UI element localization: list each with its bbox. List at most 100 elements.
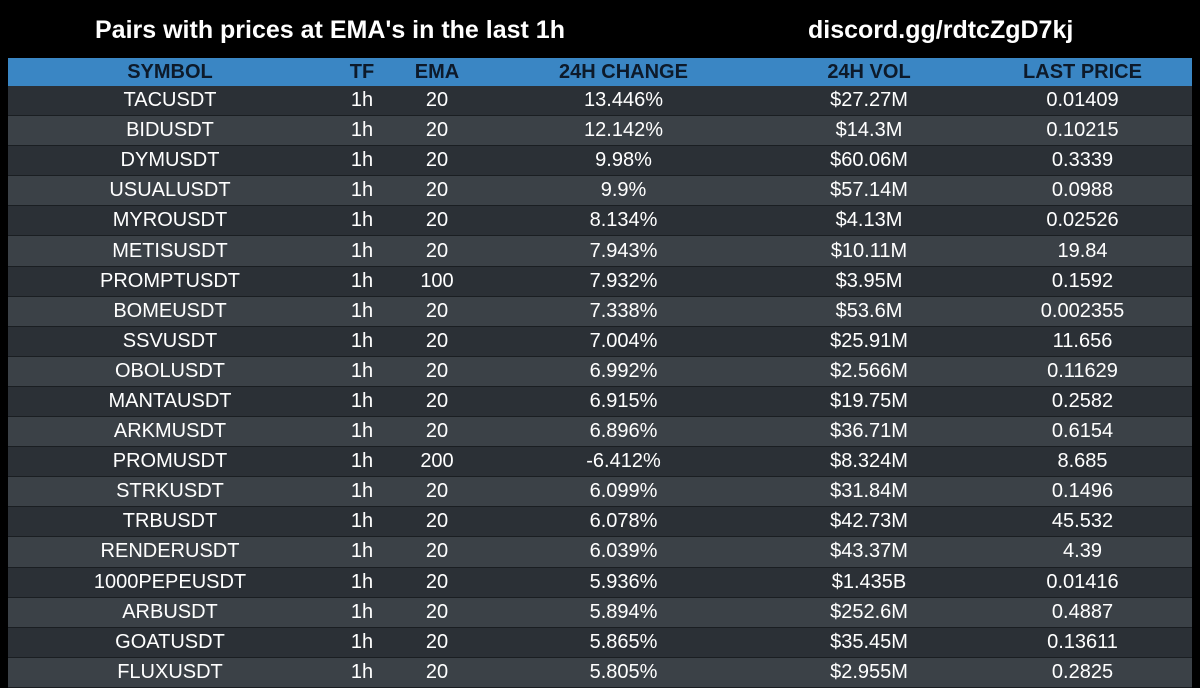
table-row: STRKUSDT 1h 20 6.099% $31.84M 0.1496 [8, 476, 1192, 508]
table-row: PROMUSDT 1h 200 -6.412% $8.324M 8.685 [8, 446, 1192, 478]
tf-cell: 1h [332, 476, 392, 508]
tf-cell: 1h [332, 627, 392, 658]
symbol-cell: MANTAUSDT [8, 386, 332, 418]
ema-cell: 100 [392, 266, 482, 297]
volume-cell: $53.6M [765, 296, 973, 327]
ema-cell: 20 [392, 536, 482, 568]
volume-cell: $252.6M [765, 597, 973, 628]
table-row: USUALUSDT 1h 20 9.9% $57.14M 0.0988 [8, 175, 1192, 207]
symbol-cell: PROMUSDT [8, 446, 332, 478]
volume-cell: $36.71M [765, 416, 973, 448]
volume-cell: $8.324M [765, 446, 973, 478]
change-cell: 6.039% [482, 536, 765, 568]
volume-cell: $2.566M [765, 356, 973, 387]
price-cell: 0.0988 [973, 175, 1192, 207]
volume-cell: $43.37M [765, 536, 973, 568]
volume-cell: $60.06M [765, 145, 973, 177]
tf-cell: 1h [332, 567, 392, 598]
ema-cell: 20 [392, 235, 482, 267]
change-cell: 8.134% [482, 205, 765, 237]
ema-cell: 20 [392, 115, 482, 147]
tf-cell: 1h [332, 356, 392, 387]
ema-cell: 20 [392, 506, 482, 538]
table-row: SSVUSDT 1h 20 7.004% $25.91M 11.656 [8, 326, 1192, 357]
change-cell: 5.805% [482, 657, 765, 688]
price-cell: 0.13611 [973, 627, 1192, 658]
volume-cell: $19.75M [765, 386, 973, 418]
discord-link[interactable]: discord.gg/rdtcZgD7kj [808, 16, 1074, 44]
symbol-cell: DYMUSDT [8, 145, 332, 177]
column-header-24h-change[interactable]: 24H CHANGE [559, 61, 688, 83]
table-row: TRBUSDT 1h 20 6.078% $42.73M 45.532 [8, 506, 1192, 538]
column-header-symbol[interactable]: SYMBOL [127, 61, 213, 83]
table-row: ARKMUSDT 1h 20 6.896% $36.71M 0.6154 [8, 416, 1192, 448]
ema-cell: 20 [392, 416, 482, 448]
table-row: ARBUSDT 1h 20 5.894% $252.6M 0.4887 [8, 597, 1192, 628]
table-row: RENDERUSDT 1h 20 6.039% $43.37M 4.39 [8, 536, 1192, 568]
table-row: BIDUSDT 1h 20 12.142% $14.3M 0.10215 [8, 115, 1192, 147]
ema-cell: 20 [392, 86, 482, 117]
price-cell: 8.685 [973, 446, 1192, 478]
tf-cell: 1h [332, 145, 392, 177]
tf-cell: 1h [332, 175, 392, 207]
pairs-table: SYMBOL TF EMA 24H CHANGE 24H VOL LAST PR… [8, 58, 1192, 688]
price-cell: 4.39 [973, 536, 1192, 568]
price-cell: 0.01409 [973, 86, 1192, 117]
tf-cell: 1h [332, 536, 392, 568]
price-cell: 0.1496 [973, 476, 1192, 508]
column-header-24h-vol[interactable]: 24H VOL [827, 61, 911, 83]
volume-cell: $27.27M [765, 86, 973, 117]
symbol-cell: TACUSDT [8, 86, 332, 117]
volume-cell: $3.95M [765, 266, 973, 297]
change-cell: 12.142% [482, 115, 765, 147]
ema-cell: 20 [392, 326, 482, 357]
symbol-cell: USUALUSDT [8, 175, 332, 207]
ema-cell: 20 [392, 386, 482, 418]
tf-cell: 1h [332, 86, 392, 117]
table-row: GOATUSDT 1h 20 5.865% $35.45M 0.13611 [8, 627, 1192, 658]
change-cell: 9.98% [482, 145, 765, 177]
change-cell: 6.078% [482, 506, 765, 538]
column-header-ema[interactable]: EMA [414, 61, 460, 83]
tf-cell: 1h [332, 266, 392, 297]
volume-cell: $35.45M [765, 627, 973, 658]
symbol-cell: BOMEUSDT [8, 296, 332, 327]
tf-cell: 1h [332, 416, 392, 448]
ema-cell: 20 [392, 175, 482, 207]
ema-cell: 20 [392, 627, 482, 658]
symbol-cell: PROMPTUSDT [8, 266, 332, 297]
table-row: 1000PEPEUSDT 1h 20 5.936% $1.435B 0.01416 [8, 567, 1192, 598]
change-cell: 6.992% [482, 356, 765, 387]
table-row: METISUSDT 1h 20 7.943% $10.11M 19.84 [8, 235, 1192, 267]
change-cell: 7.943% [482, 235, 765, 267]
banner: Pairs with prices at EMA's in the last 1… [0, 0, 1200, 58]
table-row: BOMEUSDT 1h 20 7.338% $53.6M 0.002355 [8, 296, 1192, 327]
price-cell: 0.02526 [973, 205, 1192, 237]
column-header-last-price[interactable]: LAST PRICE [1023, 61, 1142, 83]
ema-cell: 20 [392, 296, 482, 327]
change-cell: 6.915% [482, 386, 765, 418]
price-cell: 11.656 [973, 326, 1192, 357]
ema-cell: 20 [392, 356, 482, 387]
tf-cell: 1h [332, 296, 392, 327]
ema-cell: 20 [392, 205, 482, 237]
volume-cell: $4.13M [765, 205, 973, 237]
price-cell: 0.1592 [973, 266, 1192, 297]
table-row: MYROUSDT 1h 20 8.134% $4.13M 0.02526 [8, 205, 1192, 237]
volume-cell: $57.14M [765, 175, 973, 207]
symbol-cell: ARBUSDT [8, 597, 332, 628]
change-cell: 9.9% [482, 175, 765, 207]
table-header-row: SYMBOL TF EMA 24H CHANGE 24H VOL LAST PR… [8, 58, 1192, 86]
ema-cell: 200 [392, 446, 482, 478]
volume-cell: $31.84M [765, 476, 973, 508]
price-cell: 0.3339 [973, 145, 1192, 177]
price-cell: 0.6154 [973, 416, 1192, 448]
change-cell: -6.412% [482, 446, 765, 478]
symbol-cell: FLUXUSDT [8, 657, 332, 688]
tf-cell: 1h [332, 326, 392, 357]
ema-cell: 20 [392, 657, 482, 688]
symbol-cell: GOATUSDT [8, 627, 332, 658]
symbol-cell: STRKUSDT [8, 476, 332, 508]
tf-cell: 1h [332, 506, 392, 538]
column-header-tf[interactable]: TF [349, 61, 375, 83]
